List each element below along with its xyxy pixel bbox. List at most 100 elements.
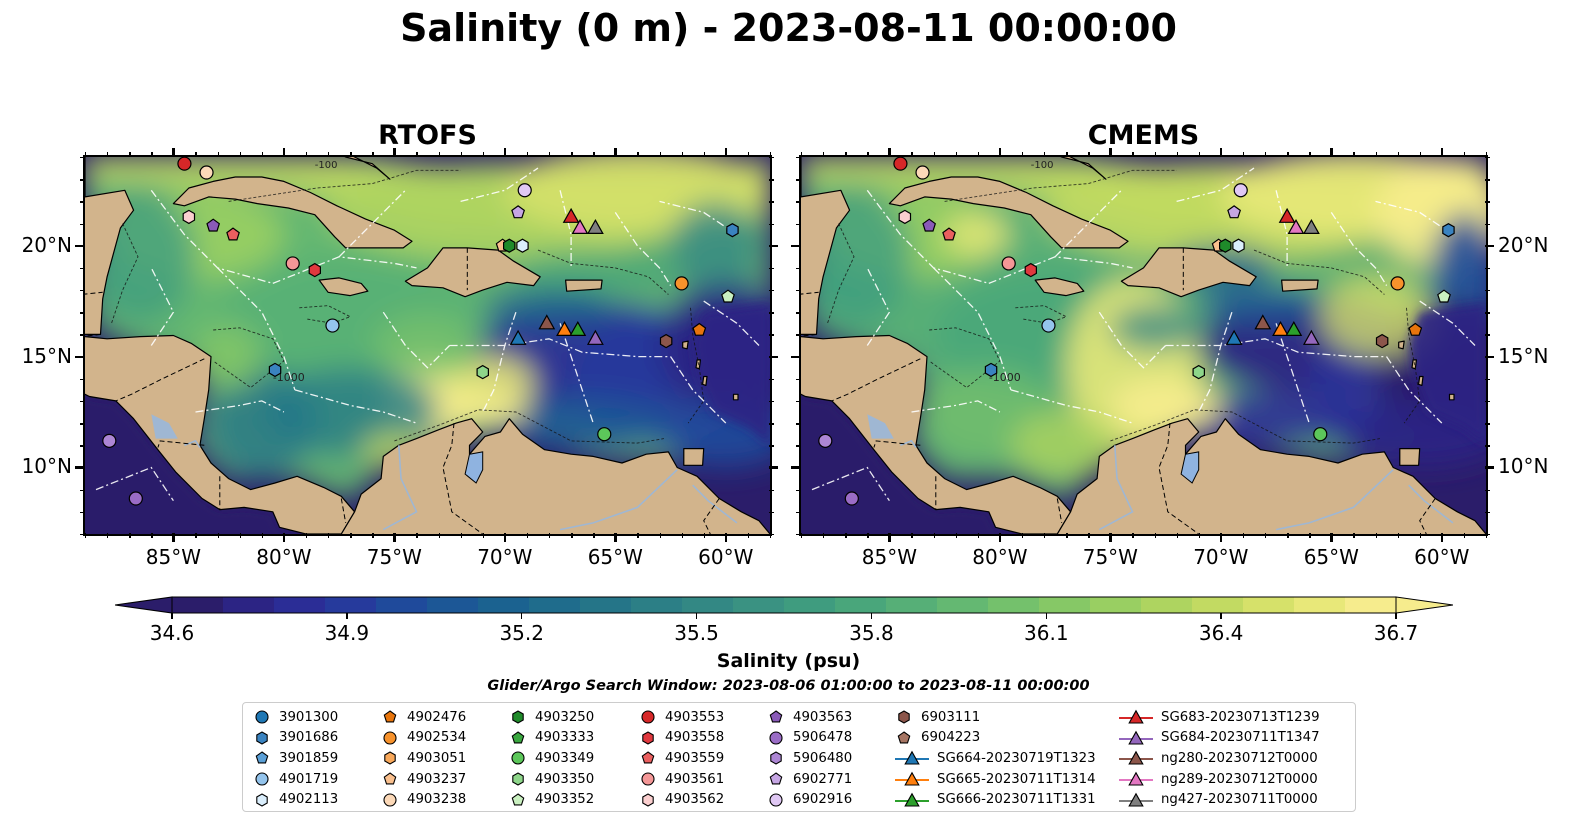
station-4903562 <box>898 209 912 225</box>
station-SG664-20230719T1323 <box>509 329 527 345</box>
minor-tick-bottom <box>372 533 374 538</box>
lon-major-tick-top <box>1109 148 1112 157</box>
minor-tick-bottom <box>217 533 219 538</box>
minor-tick-bottom <box>129 533 131 538</box>
lat-major-tick <box>75 355 84 359</box>
minor-tick-bottom <box>526 533 529 538</box>
minor-tick-bottom <box>460 533 463 538</box>
minor-tick-bottom <box>195 533 197 538</box>
legend-item: 4903333 <box>509 728 594 749</box>
legend-marker-icon <box>642 731 654 745</box>
station-6903111 <box>659 333 673 349</box>
minor-tick-top <box>328 152 330 157</box>
minor-tick-left <box>796 334 801 336</box>
legend-marker-icon <box>895 751 929 766</box>
minor-tick-top <box>416 152 418 157</box>
lon-major-tick-top <box>998 148 1002 157</box>
station-6902771 <box>1227 205 1242 219</box>
station-4903559 <box>942 227 956 241</box>
station-4901719 <box>325 318 340 333</box>
minor-tick-left <box>796 378 801 381</box>
lon-tick-label: 70°W <box>1193 545 1249 569</box>
search-window-text: Glider/Argo Search Window: 2023-08-06 01… <box>487 678 1090 694</box>
legend-marker-icon <box>256 793 268 807</box>
legend-label: 4901719 <box>279 771 339 787</box>
station-4902534 <box>1390 276 1405 291</box>
colorbar-segment <box>580 597 632 613</box>
minor-tick-bottom <box>659 533 661 538</box>
legend-item: SG665-20230711T1314 <box>895 769 1096 790</box>
legend-marker-icon <box>383 710 397 723</box>
colorbar-extend-high <box>1395 596 1453 614</box>
lat-major-tick <box>791 244 800 248</box>
minor-tick-top <box>1154 152 1156 157</box>
minor-tick-left <box>796 267 801 270</box>
legend-marker-icon <box>255 772 269 786</box>
lat-major-tick <box>75 244 84 248</box>
minor-tick-top <box>867 152 869 157</box>
legend: 3901300 3901686 3901859 4901719 4902113 49024… <box>242 702 1356 812</box>
colorbar-segment <box>1243 597 1295 613</box>
minor-tick-right <box>769 423 774 425</box>
minor-tick-right <box>769 157 774 159</box>
station-4903250 <box>503 238 516 253</box>
minor-tick-left <box>796 179 801 181</box>
minor-tick-left <box>796 445 801 447</box>
minor-tick-left <box>796 534 801 536</box>
legend-label: SG664-20230719T1323 <box>937 750 1096 766</box>
station-SG684-20230711T1347 <box>1302 329 1320 345</box>
minor-tick-right <box>1485 179 1490 181</box>
minor-tick-top <box>1419 152 1422 157</box>
colorbar-segment <box>274 597 326 613</box>
legend-label: 4903561 <box>665 771 725 787</box>
colorbar-label: Salinity (psu) <box>716 650 861 672</box>
legend-label: ng280-20230712T0000 <box>1161 750 1318 766</box>
minor-tick-right <box>1485 223 1490 225</box>
minor-tick-top <box>526 152 529 157</box>
lon-major-tick <box>1219 533 1223 542</box>
station-4903563 <box>922 218 937 232</box>
minor-tick-top <box>659 152 661 157</box>
legend-marker-icon <box>641 772 655 786</box>
minor-tick-bottom <box>1375 533 1377 538</box>
minor-tick-top <box>1265 152 1267 157</box>
minor-tick-bottom <box>1066 533 1068 538</box>
land-lesser1 <box>682 340 689 350</box>
minor-tick-left <box>80 489 85 492</box>
legend-label: 4902113 <box>279 792 339 808</box>
lon-tick-label: 85°W <box>145 545 201 569</box>
minor-tick-bottom <box>681 533 683 538</box>
colorbar-tick-label: 34.9 <box>324 621 370 645</box>
minor-tick-right <box>769 267 774 270</box>
legend-marker-icon <box>383 731 397 745</box>
station-4902113 <box>516 238 529 253</box>
legend-column: 4903553 4903558 4903559 4903561 4903562 <box>639 707 724 810</box>
station-4902476 <box>1408 322 1423 336</box>
minor-tick-bottom <box>1287 533 1289 538</box>
minor-tick-right <box>1485 423 1490 425</box>
minor-tick-bottom <box>482 533 485 538</box>
minor-tick-left <box>80 290 85 292</box>
legend-label: 4903563 <box>793 709 853 725</box>
legend-item: 4903238 <box>381 789 466 810</box>
station-4903558 <box>1024 262 1037 278</box>
contour-label-2: -100 <box>315 160 338 171</box>
minor-tick-bottom <box>1353 533 1355 538</box>
station-6902916 <box>517 183 532 198</box>
panel-title-rtofs: RTOFS <box>378 120 477 151</box>
minor-tick-bottom <box>593 533 595 538</box>
legend-item: SG666-20230711T1331 <box>895 789 1096 810</box>
colorbar-segment <box>325 597 377 613</box>
colorbar-tick <box>1045 613 1048 619</box>
lat-tick-label-right: 15°N <box>1498 343 1549 368</box>
minor-tick-right <box>769 223 774 225</box>
station-4903559 <box>226 227 240 241</box>
minor-tick-left <box>80 423 85 425</box>
legend-marker-icon <box>770 751 782 766</box>
salinity-map-cmems: -1000 -100 <box>801 157 1486 534</box>
lat-tick-label-left: 20°N <box>21 232 72 257</box>
legend-label: 6902771 <box>793 771 853 787</box>
minor-tick-bottom <box>1044 533 1046 538</box>
lat-major-tick <box>791 355 800 359</box>
legend-item: 4903563 <box>767 707 852 728</box>
